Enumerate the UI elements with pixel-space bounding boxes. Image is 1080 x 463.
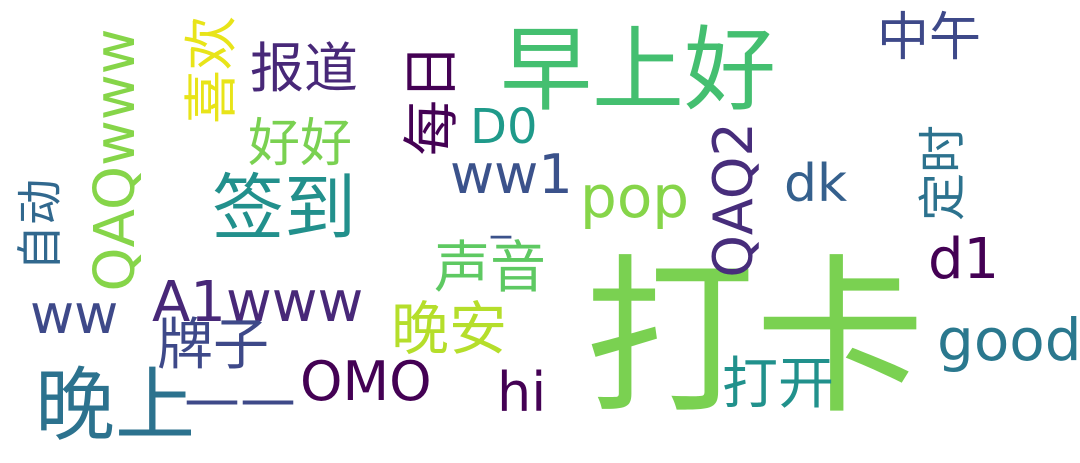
word-wanshang: 晚上 [35, 359, 195, 452]
word-shengyin: 声音 [434, 236, 546, 301]
word-zhongwu: 中午 [877, 8, 982, 68]
word-daka: 打卡 [585, 240, 926, 438]
word-d1: d1 [928, 227, 1000, 292]
word-xihuan: 喜欢 [180, 16, 243, 124]
word-dash: —— [184, 367, 296, 432]
word-dakai: 打开 [722, 352, 834, 417]
word-qiandao: 签到 [212, 166, 357, 250]
word-pop: pop [580, 163, 690, 231]
word-d0: D0 [470, 99, 538, 155]
word-ww1: ww1 [450, 143, 573, 206]
word-paizi: 牌子 [157, 313, 269, 378]
word-a1www: A1www [152, 270, 364, 335]
word-zidong: 自动 [13, 179, 67, 271]
word-hi: hi [497, 361, 547, 424]
word-dk: dk [784, 154, 848, 214]
word-dingshi: 定时 [915, 124, 971, 222]
word-good: good [937, 306, 1080, 374]
word-haohao: 好好 [248, 114, 353, 174]
word-zaoshanghao: 早上好 [500, 17, 777, 124]
word-qaqwww: QAQwww [83, 28, 148, 292]
word-ww: ww [30, 283, 119, 346]
word-omo: OMO [300, 350, 432, 413]
word-meiri: 每日 [400, 44, 465, 156]
word-wanan: 晚安 [391, 295, 508, 363]
word-qaq2: QAQ2 [702, 122, 765, 278]
word-baodao: 报道 [250, 37, 358, 100]
word-underscore: _ [491, 193, 511, 239]
